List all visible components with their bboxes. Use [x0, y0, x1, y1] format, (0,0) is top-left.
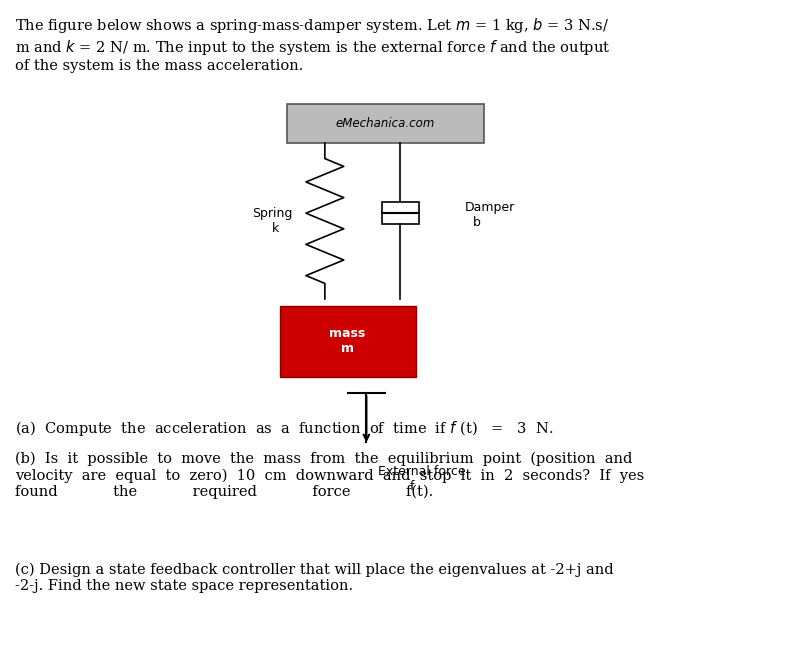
Text: External force
        f: External force f [378, 465, 465, 493]
Text: Spring
  k: Spring k [252, 207, 292, 235]
Bar [287, 104, 483, 143]
Text: eMechanica.com: eMechanica.com [335, 117, 435, 130]
Text: (a)  Compute  the  acceleration  as  a  function  of  time  if $f$ (t)   =   3  : (a) Compute the acceleration as a functi… [15, 419, 554, 438]
Text: (b)  Is  it  possible  to  move  the  mass  from  the  equilibrium  point  (posi: (b) Is it possible to move the mass from… [15, 452, 645, 499]
Text: mass
m: mass m [330, 327, 366, 356]
Bar [279, 306, 416, 377]
Text: The figure below shows a spring-mass-damper system. Let $m$ = 1 kg, $b$ = 3 N.s/: The figure below shows a spring-mass-dam… [15, 16, 611, 73]
Text: Damper
  b: Damper b [464, 200, 515, 229]
Bar [382, 202, 419, 224]
Text: (c) Design a state feedback controller that will place the eigenvalues at -2+j a: (c) Design a state feedback controller t… [15, 562, 614, 593]
